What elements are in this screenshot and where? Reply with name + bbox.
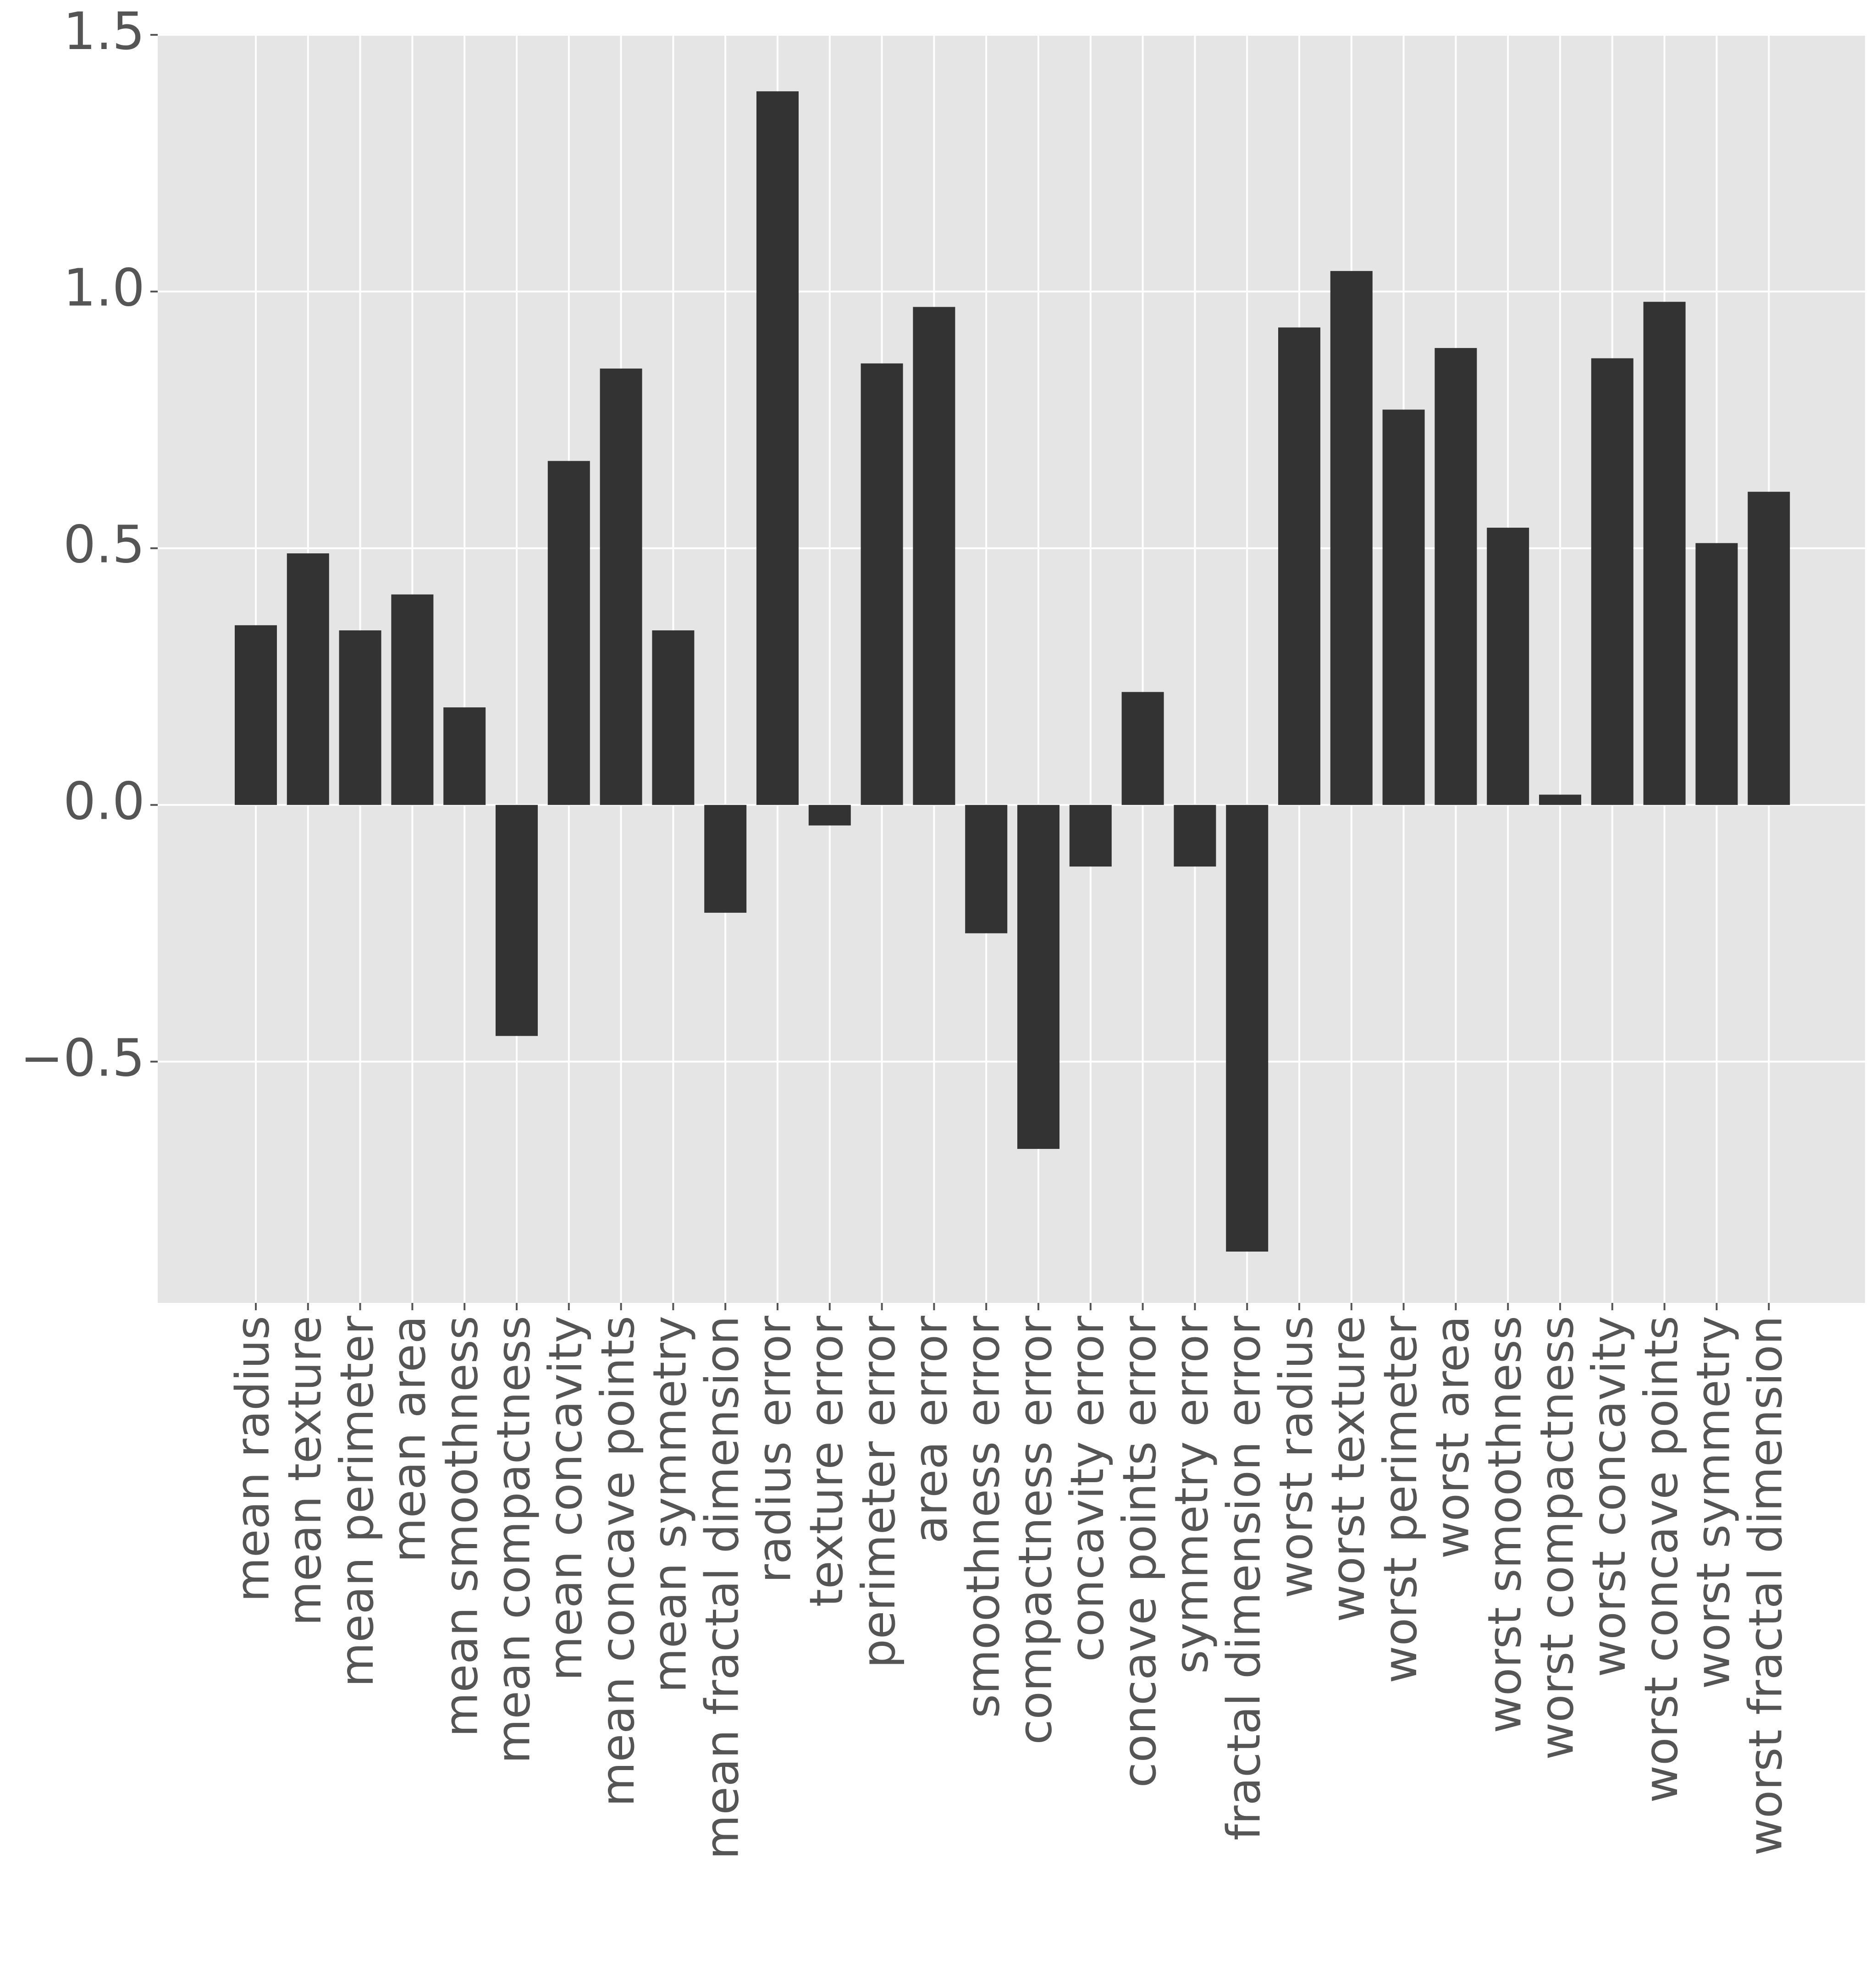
bar-compactness-error	[1017, 805, 1059, 1149]
x-tick-label: mean area	[382, 1316, 436, 1562]
x-tick-label: mean compactness	[486, 1316, 540, 1764]
x-tick-label: mean concavity	[539, 1316, 592, 1681]
bar-worst-texture	[1330, 271, 1373, 805]
x-tick-label: mean fractal dimension	[695, 1316, 749, 1859]
x-tick-label: compactness error	[1008, 1315, 1062, 1744]
y-tick-label: −0.5	[20, 1028, 145, 1088]
bar-worst-symmetry	[1695, 543, 1738, 805]
x-tick-label: concave points error	[1113, 1315, 1166, 1787]
x-tick-label: mean texture	[278, 1316, 331, 1626]
y-axis-ticks: −0.5 0.0 0.5 1.0 1.5	[20, 2, 158, 1088]
bar-mean-radius	[235, 625, 277, 805]
bar-worst-fractal-dimension	[1748, 491, 1790, 805]
x-tick-label: fractal dimension error	[1217, 1315, 1271, 1840]
x-tick-label: area error	[904, 1315, 958, 1544]
x-tick-label: mean perimeter	[330, 1315, 384, 1687]
bar-worst-smoothness	[1487, 528, 1529, 805]
bar-concavity-error	[1069, 805, 1112, 867]
bar-mean-fractal-dimension	[704, 805, 747, 913]
bar-mean-perimeter	[339, 630, 381, 805]
bar-worst-perimeter	[1382, 409, 1425, 805]
x-tick-label: worst smoothness	[1478, 1316, 1532, 1733]
x-tick-label: worst area	[1426, 1316, 1479, 1559]
bar-concave-points-error	[1121, 692, 1164, 805]
x-tick-label: perimeter error	[852, 1315, 905, 1668]
x-tick-label: worst concavity	[1582, 1316, 1636, 1677]
x-tick-label: worst concave points	[1634, 1316, 1688, 1803]
bar-radius-error	[756, 91, 799, 805]
x-tick-label: mean smoothness	[435, 1316, 488, 1737]
bar-mean-smoothness	[443, 707, 486, 805]
x-tick-label: worst compactness	[1530, 1316, 1584, 1760]
x-tick-label: symmetry error	[1165, 1315, 1219, 1674]
bar-worst-compactness	[1539, 794, 1581, 805]
bar-smoothness-error	[965, 805, 1008, 933]
x-tick-label: mean radius	[226, 1316, 279, 1602]
bar-worst-area	[1435, 348, 1477, 805]
x-tick-label: worst symmetry	[1687, 1316, 1740, 1689]
bar-area-error	[913, 307, 955, 805]
y-tick-label: 1.0	[63, 259, 145, 318]
bar-mean-symmetry	[652, 630, 695, 805]
x-tick-label: smoothness error	[956, 1315, 1010, 1718]
x-tick-label: worst radius	[1269, 1316, 1323, 1598]
bar-texture-error	[808, 805, 851, 826]
bar-mean-concavity	[547, 461, 590, 805]
bar-mean-area	[391, 594, 434, 805]
x-tick-label: worst texture	[1321, 1316, 1375, 1622]
x-tick-label: mean concave points	[591, 1316, 645, 1807]
plot-background	[158, 35, 1865, 1303]
x-tick-label: concavity error	[1060, 1315, 1114, 1662]
y-tick-label: 0.0	[63, 772, 145, 832]
y-tick-label: 1.5	[63, 2, 145, 61]
y-tick-label: 0.5	[63, 515, 145, 575]
x-tick-label: texture error	[800, 1315, 853, 1607]
x-tick-label: worst fractal dimension	[1739, 1316, 1793, 1856]
x-tick-label: radius error	[747, 1315, 801, 1583]
bar-worst-radius	[1278, 327, 1320, 805]
bars	[235, 91, 1790, 1252]
bar-symmetry-error	[1174, 805, 1216, 867]
grid-lines	[158, 34, 1865, 1303]
bar-worst-concavity	[1591, 358, 1633, 805]
bar-mean-concave-points	[600, 368, 642, 805]
x-tick-label: mean symmetry	[643, 1316, 697, 1693]
bar-perimeter-error	[861, 363, 903, 805]
x-tick-label: worst perimeter	[1374, 1315, 1427, 1683]
bar-mean-texture	[287, 553, 329, 805]
bar-worst-concave-points	[1643, 302, 1686, 805]
bar-fractal-dimension-error	[1226, 805, 1269, 1252]
bar-mean-compactness	[496, 805, 538, 1036]
